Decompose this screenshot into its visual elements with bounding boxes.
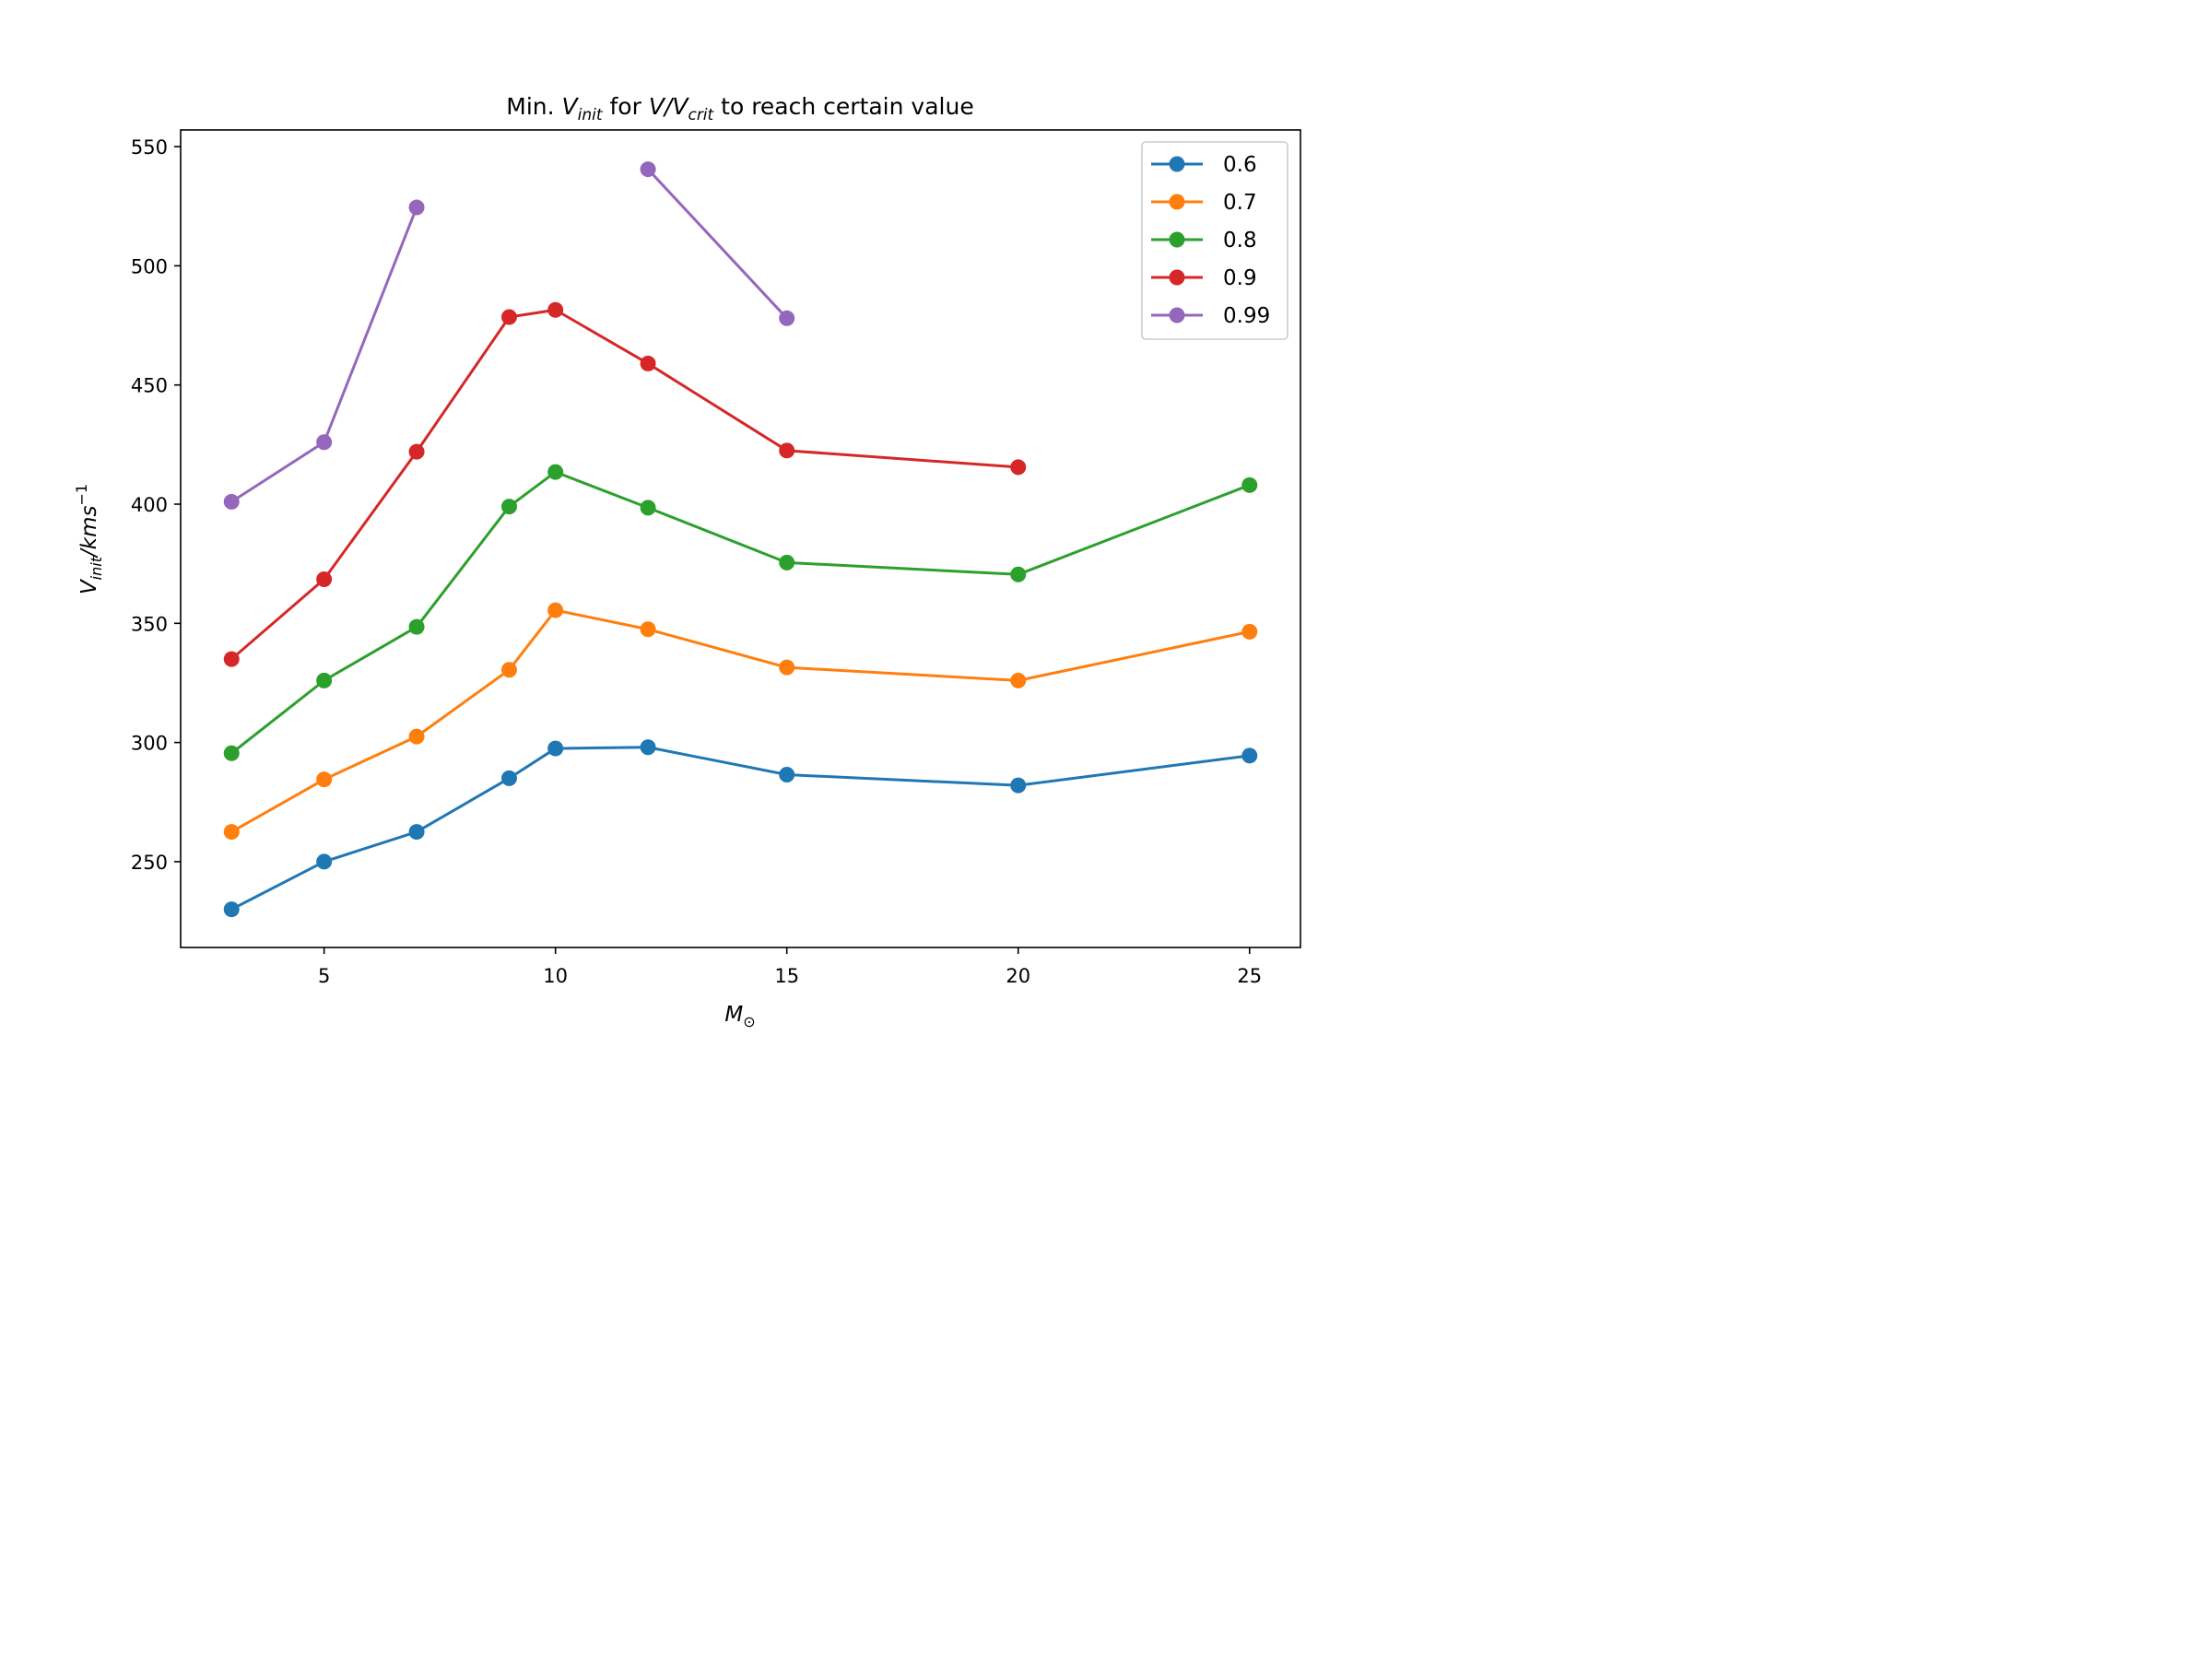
title-v1-sub: init: [578, 106, 604, 124]
data-point: [640, 161, 656, 178]
data-point: [408, 443, 425, 460]
y-tick-label: 550: [131, 136, 168, 159]
legend-label: 0.99: [1223, 304, 1270, 328]
y-label-sub: init: [88, 556, 105, 580]
data-point: [1241, 747, 1258, 764]
data-point: [547, 740, 564, 757]
data-point: [500, 499, 517, 515]
series-0.99: [223, 161, 795, 510]
data-point: [779, 767, 795, 783]
y-axis-label: Vinit/kms−1: [73, 484, 105, 594]
y-label-sup: −1: [73, 484, 90, 506]
data-point: [1241, 477, 1258, 493]
legend-item: 0.99: [1151, 304, 1270, 328]
title-middle: for: [603, 93, 649, 120]
y-label-v: V: [77, 578, 101, 594]
x-tick-label: 5: [318, 965, 330, 987]
title-v2: V/V: [649, 93, 690, 120]
data-point: [1010, 777, 1027, 794]
legend-label: 0.6: [1223, 153, 1257, 177]
y-label-rest: /kms: [77, 506, 101, 559]
x-axis-ticks: 5 10 15 20 25: [318, 947, 1262, 987]
legend: 0.6 0.7 0.8 0.9 0.99: [1141, 141, 1288, 340]
title-suffix: to reach certain value: [713, 93, 974, 120]
legend-marker: [1169, 269, 1185, 286]
title-v2-sub: crit: [688, 106, 714, 124]
series-line: [230, 308, 1018, 661]
x-tick-label: 10: [543, 965, 568, 987]
data-point: [316, 672, 333, 688]
data-point: [500, 309, 517, 325]
data-point: [640, 500, 656, 516]
y-tick-label: 300: [131, 733, 168, 755]
legend-label: 0.8: [1223, 229, 1257, 253]
data-point: [316, 853, 333, 870]
data-point: [408, 199, 425, 216]
data-point: [500, 662, 517, 678]
data-point: [640, 739, 656, 756]
legend-marker: [1169, 307, 1185, 324]
legend-marker: [1169, 194, 1185, 210]
series-0.9: [223, 301, 1027, 667]
data-point: [547, 464, 564, 480]
x-label-main: M: [724, 1003, 743, 1027]
legend-marker: [1169, 231, 1185, 248]
data-point: [316, 434, 333, 451]
legend-item: 0.6: [1151, 153, 1257, 177]
legend-item: 0.9: [1151, 266, 1257, 290]
legend-label: 0.9: [1223, 266, 1257, 290]
y-tick-label: 400: [131, 494, 168, 516]
series-0.6: [223, 739, 1258, 918]
legend-item: 0.8: [1151, 229, 1257, 253]
y-axis-ticks: 250 300 350 400 450 500 550: [131, 136, 181, 874]
x-axis-label: M⊙: [724, 1003, 755, 1030]
series-line: [646, 168, 788, 320]
series-0.7: [223, 602, 1258, 841]
data-point: [547, 602, 564, 618]
line-chart: 5 10 15 20 25 250 300 350 400 450 500 550 Min. Vin…: [0, 0, 1425, 1068]
series-0.8: [223, 464, 1258, 761]
x-label-sub: ⊙: [743, 1013, 755, 1030]
y-tick-label: 450: [131, 375, 168, 397]
legend-label: 0.7: [1223, 191, 1257, 215]
data-point: [547, 301, 564, 318]
data-point: [408, 728, 425, 745]
title-prefix: Min.: [506, 93, 561, 120]
data-point: [316, 771, 333, 788]
data-point: [640, 621, 656, 638]
plot-content: [223, 161, 1258, 918]
data-point: [223, 493, 240, 510]
data-point: [223, 901, 240, 918]
axes-frame: [180, 129, 1301, 948]
data-point: [223, 651, 240, 667]
data-point: [223, 745, 240, 761]
data-point: [779, 659, 795, 676]
legend-item: 0.7: [1151, 191, 1257, 215]
x-tick-label: 15: [774, 965, 799, 987]
title-v1: V: [562, 93, 580, 120]
legend-marker: [1169, 156, 1185, 172]
data-point: [316, 571, 333, 587]
data-point: [779, 310, 795, 326]
data-point: [408, 618, 425, 635]
data-point: [779, 554, 795, 571]
data-point: [223, 824, 240, 841]
y-tick-label: 350: [131, 613, 168, 635]
chart-title: Min. Vinit for V/Vcrit to reach certain …: [506, 93, 973, 124]
data-point: [640, 355, 656, 371]
data-point: [1010, 566, 1027, 582]
x-tick-label: 20: [1006, 965, 1030, 987]
data-point: [500, 770, 517, 786]
y-tick-label: 500: [131, 255, 168, 277]
data-point: [408, 824, 425, 841]
data-point: [1010, 672, 1027, 688]
x-tick-label: 25: [1237, 965, 1262, 987]
data-point: [1241, 623, 1258, 640]
legend-box: [1141, 141, 1288, 340]
data-point: [779, 442, 795, 459]
data-point: [1010, 459, 1027, 476]
y-tick-label: 250: [131, 852, 168, 874]
